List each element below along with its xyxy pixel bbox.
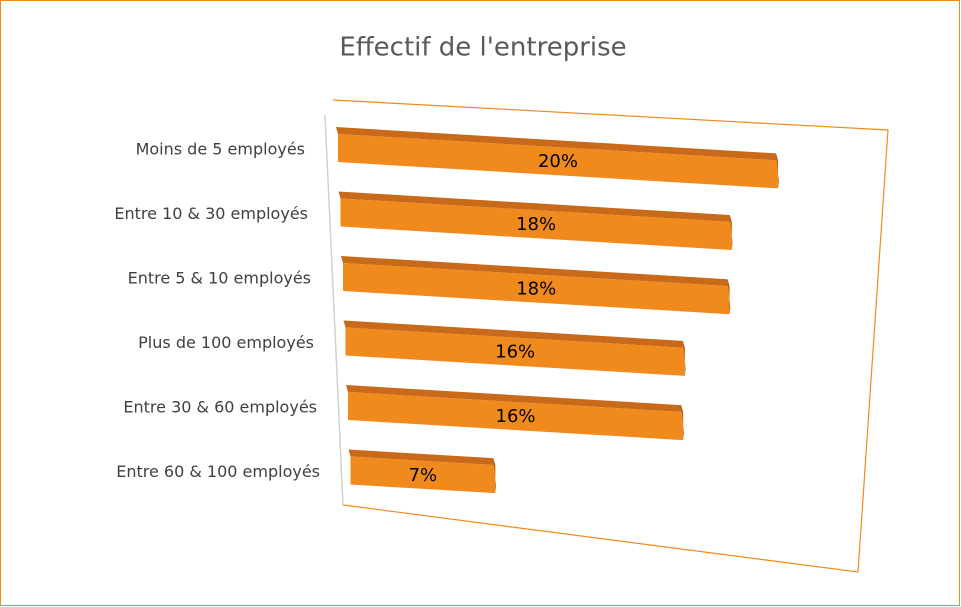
category-label: Plus de 100 employés xyxy=(138,333,314,352)
bar-end xyxy=(682,340,686,376)
value-label: 20% xyxy=(538,151,578,172)
bar-front xyxy=(343,263,730,315)
category-label: Moins de 5 employés xyxy=(136,140,305,159)
bar-end xyxy=(681,405,684,441)
bar-top xyxy=(338,191,732,222)
value-label: 18% xyxy=(516,214,556,235)
category-label: Entre 10 & 30 employés xyxy=(114,204,308,223)
bar xyxy=(338,191,733,250)
bar-end xyxy=(729,214,733,250)
bar xyxy=(341,256,731,315)
value-label: 16% xyxy=(496,406,536,427)
bar-end xyxy=(493,458,497,494)
back-plane xyxy=(332,99,889,573)
bar xyxy=(336,127,779,189)
bar-top xyxy=(341,256,730,287)
value-label: 7% xyxy=(409,465,438,486)
bar-top xyxy=(348,449,496,466)
bar-front xyxy=(345,327,685,376)
bar-top xyxy=(336,127,778,161)
category-axis xyxy=(324,114,344,506)
bar xyxy=(343,320,686,376)
bar-end xyxy=(727,279,731,315)
chart-title: Effectif de l'entreprise xyxy=(339,33,626,63)
bar-top xyxy=(343,320,685,348)
bar-end xyxy=(776,153,779,189)
category-label: Entre 30 & 60 employés xyxy=(123,398,317,417)
category-label: Entre 5 & 10 employés xyxy=(128,269,311,288)
bar xyxy=(348,449,497,494)
bar-front xyxy=(340,198,732,250)
bar-front xyxy=(348,392,684,441)
bar-front xyxy=(338,134,778,189)
category-label: Entre 60 & 100 employés xyxy=(116,462,320,481)
bar-top xyxy=(346,385,684,413)
bar-front xyxy=(350,456,496,494)
value-label: 16% xyxy=(495,342,535,363)
bar xyxy=(346,385,684,441)
value-label: 18% xyxy=(516,279,556,300)
